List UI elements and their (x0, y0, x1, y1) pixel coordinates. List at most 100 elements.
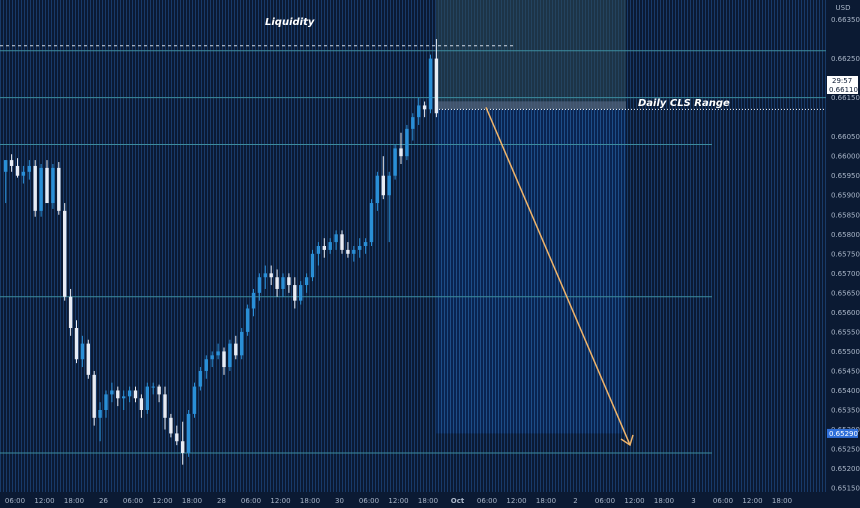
candle-body (245, 308, 250, 332)
candle-body (204, 359, 208, 371)
x-tick-label: 06:00 (123, 497, 143, 505)
x-tick-label: 18:00 (536, 497, 556, 505)
x-tick-label: 12:00 (506, 497, 526, 505)
candle-body (39, 167, 43, 211)
entry-band (436, 101, 626, 110)
candle-body (181, 441, 185, 453)
candle-body (352, 249, 356, 254)
x-tick-label: 12:00 (624, 497, 644, 505)
x-tick-label: 26 (99, 497, 108, 505)
projection-arrow-head (620, 434, 634, 447)
candle-body (411, 117, 415, 129)
countdown-badge: 29:57 (827, 76, 858, 85)
x-tick-label: 06:00 (5, 497, 25, 505)
x-tick-label: 2 (573, 497, 577, 505)
candle-body (275, 277, 279, 289)
y-tick-label: 0.65900 (831, 192, 860, 200)
candle-body (104, 394, 108, 410)
candle-body (422, 105, 427, 110)
candle-body (145, 386, 149, 410)
chart-background (0, 0, 826, 492)
candle-body (175, 433, 179, 442)
candle-body (27, 165, 31, 172)
candle-body (116, 390, 120, 399)
range-annotation: Daily CLS Range (638, 98, 730, 109)
candle-body (198, 370, 203, 387)
y-tick-label: 0.66250 (831, 55, 860, 63)
candle-body (228, 343, 232, 368)
candle-body (157, 386, 161, 395)
candle-body (310, 253, 315, 278)
x-tick-label: 12:00 (742, 497, 762, 505)
candle-body (15, 165, 20, 176)
candle-body (263, 273, 267, 278)
y-tick-label: 0.65450 (831, 367, 860, 375)
x-tick-label: 06:00 (477, 497, 497, 505)
candle-body (169, 417, 173, 434)
currency-label: USD (836, 4, 851, 12)
x-tick-label: 3 (691, 497, 695, 505)
candle-body (369, 203, 374, 243)
x-tick-label: Oct (451, 497, 465, 505)
candle-body (299, 285, 303, 301)
candle-body (151, 386, 155, 388)
candle-body (257, 277, 262, 293)
candle-body (387, 175, 391, 196)
candle-body (434, 58, 439, 114)
candle-body (57, 167, 61, 211)
reward-zone (436, 109, 626, 434)
y-tick-label: 0.65650 (831, 289, 860, 297)
x-tick-label: 12:00 (388, 497, 408, 505)
candle-body (334, 234, 338, 243)
candle-body (186, 413, 191, 453)
candle-body (86, 343, 90, 375)
time-axis-background[interactable] (0, 492, 826, 508)
y-tick-label: 0.65500 (831, 348, 860, 356)
y-tick-label: 0.65250 (831, 446, 860, 454)
candle-body (234, 343, 238, 356)
candle-body (381, 175, 385, 196)
candle-body (216, 351, 220, 356)
candle-body (4, 160, 8, 172)
candle-body (316, 246, 321, 254)
x-tick-label: 06:00 (713, 497, 733, 505)
candle-body (428, 58, 433, 110)
candle-body (375, 175, 380, 204)
candle-body (122, 396, 126, 399)
candle-body (358, 246, 362, 250)
candle-body (363, 242, 368, 246)
candle-body (92, 374, 96, 418)
target-price-label: 0.65290 (829, 430, 858, 438)
x-tick-label: 12:00 (270, 497, 290, 505)
x-tick-label: 28 (217, 497, 226, 505)
candle-body (33, 165, 37, 211)
candle-body (133, 390, 138, 399)
y-tick-label: 0.66050 (831, 133, 860, 141)
candle-body (127, 390, 132, 397)
candle-body (222, 351, 226, 368)
candle-body (74, 328, 79, 360)
x-tick-label: 18:00 (64, 497, 84, 505)
candle-body (63, 210, 67, 297)
candle-body (192, 386, 197, 414)
candle-body (340, 234, 344, 250)
liquidity-annotation: Liquidity (265, 17, 315, 28)
candle-body (9, 160, 14, 166)
candle-body (328, 242, 332, 250)
target-price-badge: 0.65290 (827, 428, 858, 438)
candle-body (287, 277, 291, 286)
candle-body (240, 331, 244, 356)
candle-body (98, 410, 102, 418)
y-tick-label: 0.66350 (831, 16, 860, 24)
candle-body (281, 277, 285, 289)
candle-body (163, 394, 167, 418)
candle-body (393, 148, 397, 176)
candle-body (269, 273, 273, 278)
countdown-label: 29:57 (832, 77, 852, 85)
y-tick-label: 0.65600 (831, 309, 860, 317)
candle-body (399, 148, 403, 157)
candle-body (210, 355, 214, 360)
candle-body (139, 398, 144, 410)
candle-body (45, 167, 49, 204)
